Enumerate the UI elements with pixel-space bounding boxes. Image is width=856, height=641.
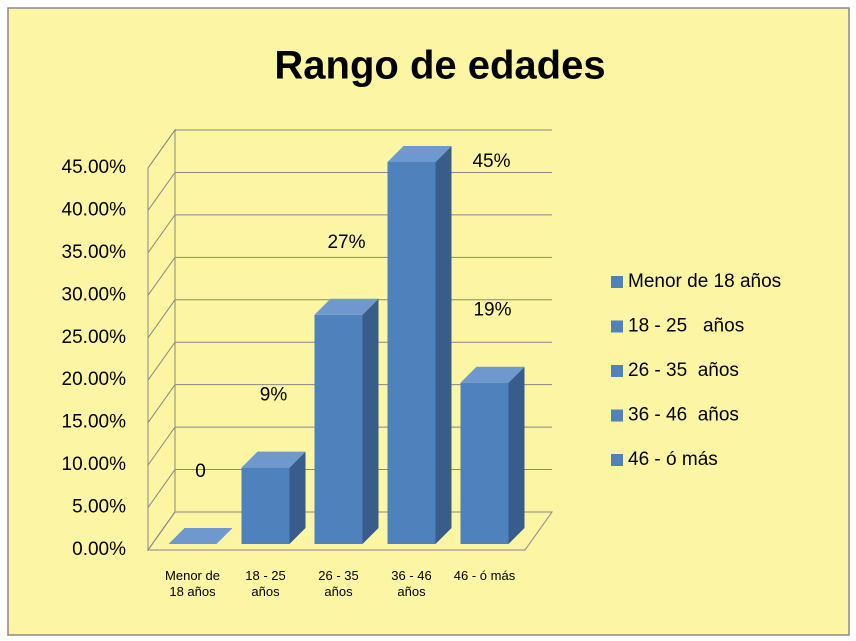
bar-top (168, 528, 233, 544)
legend-marker (611, 365, 623, 377)
bar-top (460, 366, 525, 383)
bar-top (314, 298, 379, 315)
grid-line (147, 129, 552, 169)
y-tick-label: 25.00% (62, 327, 127, 348)
legend-marker (611, 454, 623, 466)
bar (460, 382, 509, 544)
legend-marker (611, 320, 623, 333)
x-tick-label: 36 - 46 años (391, 568, 432, 599)
x-tick-label: 18 - 25 años (245, 568, 286, 599)
bar-side (508, 366, 525, 544)
data-label: 0 (195, 461, 206, 482)
bar (241, 467, 290, 544)
x-tick-label: 46 - ó más (453, 568, 516, 583)
y-tick-label: 15.00% (62, 412, 127, 433)
bar-side (435, 146, 452, 544)
legend-marker (611, 276, 623, 288)
legend-label: 18 - 25 años (628, 316, 744, 337)
y-tick-label: 45.00% (62, 157, 127, 178)
bar-top (241, 451, 306, 468)
y-tick-label: 0.00% (72, 539, 126, 560)
y-tick-label: 10.00% (62, 454, 127, 475)
legend-label: 46 - ó más (628, 449, 718, 470)
bar-top (387, 146, 452, 162)
x-tick-label: 26 - 35 años (318, 568, 359, 599)
chart-title: Rango de edades (274, 44, 605, 88)
y-tick-label: 35.00% (62, 242, 127, 263)
bar (314, 314, 363, 544)
y-tick-label: 30.00% (62, 284, 127, 305)
bar-side (289, 451, 306, 544)
y-tick-label: 20.00% (62, 369, 127, 390)
y-tick-label: 5.00% (72, 497, 126, 518)
data-label: 9% (260, 385, 288, 406)
data-label: 19% (473, 300, 511, 321)
data-label: 45% (472, 151, 510, 172)
legend-marker (611, 409, 623, 422)
x-tick-label: Menor de 18 años (165, 568, 220, 599)
legend-label: 36 - 46 años (628, 405, 739, 426)
bar-side (362, 298, 379, 544)
legend-label: Menor de 18 años (628, 271, 781, 292)
y-tick-label: 40.00% (62, 199, 127, 220)
legend-label: 26 - 35 años (628, 360, 739, 381)
bar (387, 162, 436, 544)
data-label: 27% (327, 232, 365, 253)
